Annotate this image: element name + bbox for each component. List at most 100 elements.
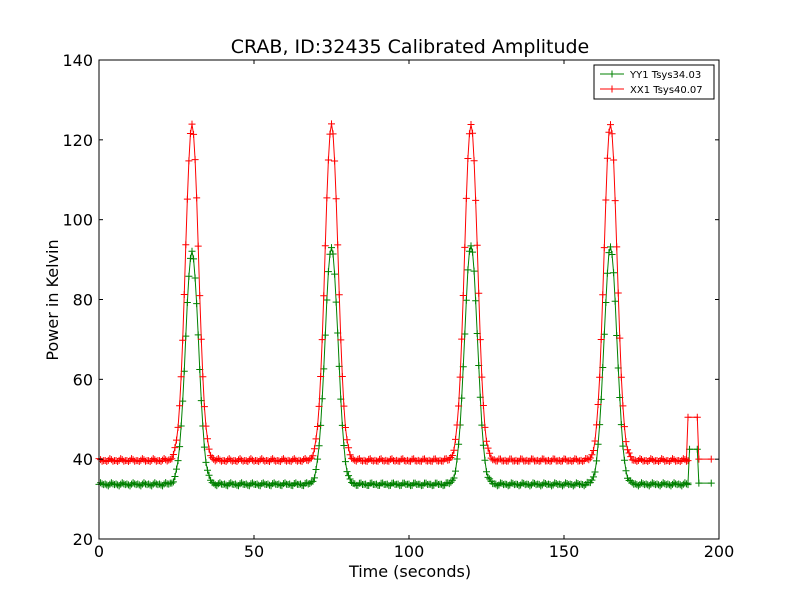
series-marker xyxy=(676,481,684,489)
series-marker xyxy=(200,403,208,411)
series-marker xyxy=(266,457,273,465)
series-marker xyxy=(368,479,376,487)
series-marker xyxy=(221,457,229,465)
series-marker xyxy=(695,479,703,487)
series-marker xyxy=(318,336,326,344)
series-marker xyxy=(619,402,627,410)
series-marker xyxy=(473,329,481,337)
series-marker xyxy=(286,457,294,465)
series-marker xyxy=(541,479,549,487)
series-marker xyxy=(179,397,187,405)
series-marker xyxy=(346,475,354,483)
series-marker xyxy=(515,482,523,490)
series-marker xyxy=(638,455,645,463)
series-marker xyxy=(309,452,317,460)
series-marker xyxy=(464,155,472,162)
series-marker xyxy=(416,480,424,488)
series-marker xyxy=(531,479,539,487)
series-marker xyxy=(124,457,132,465)
series-marker xyxy=(436,456,444,464)
series-marker xyxy=(589,446,597,454)
series-marker xyxy=(481,456,489,464)
series-marker xyxy=(503,480,511,488)
x-tick-label: 0 xyxy=(94,542,104,561)
series-marker xyxy=(157,457,165,465)
series-marker xyxy=(490,456,498,464)
series-marker xyxy=(205,471,213,479)
series-marker xyxy=(334,329,342,337)
legend-box xyxy=(593,64,715,100)
series-marker xyxy=(452,435,459,443)
series-marker xyxy=(695,455,703,463)
series-marker xyxy=(486,449,494,457)
series-marker xyxy=(613,243,621,251)
series-marker xyxy=(397,455,405,463)
series-marker xyxy=(303,456,311,464)
series-marker xyxy=(605,128,613,136)
series-marker xyxy=(199,373,207,381)
series-marker xyxy=(484,444,492,452)
series-marker xyxy=(512,456,520,464)
series-marker xyxy=(329,250,337,258)
series-marker xyxy=(608,130,616,138)
series-marker xyxy=(622,438,630,446)
series-marker xyxy=(524,480,532,488)
series-marker xyxy=(569,482,577,490)
series-marker xyxy=(470,267,478,275)
series-marker xyxy=(444,479,452,487)
series-marker xyxy=(459,292,467,300)
series-marker xyxy=(357,479,365,487)
series-marker xyxy=(328,244,335,252)
series-marker xyxy=(165,456,173,464)
series-marker xyxy=(611,297,619,305)
series-marker xyxy=(537,482,545,490)
series-marker xyxy=(230,481,238,489)
series-marker xyxy=(182,241,190,249)
series-marker xyxy=(572,455,580,463)
series-marker xyxy=(351,456,359,464)
series-marker xyxy=(574,480,582,488)
series-marker xyxy=(707,455,715,463)
series-marker xyxy=(648,456,656,464)
series-marker xyxy=(338,372,346,380)
series-marker xyxy=(469,129,477,137)
series-marker xyxy=(552,479,560,487)
series-marker xyxy=(473,241,481,249)
series-marker xyxy=(450,474,458,482)
series-marker xyxy=(332,195,340,203)
series-marker xyxy=(589,473,597,481)
series-marker xyxy=(259,479,267,487)
series-marker xyxy=(188,120,196,128)
series-marker xyxy=(104,456,112,464)
series-marker xyxy=(634,482,642,490)
series-marker xyxy=(600,330,608,338)
series-marker xyxy=(298,457,306,465)
series-marker xyxy=(483,437,490,445)
series-marker xyxy=(676,457,684,465)
series-marker xyxy=(371,456,379,464)
series-marker xyxy=(186,129,194,137)
series-marker xyxy=(405,480,413,488)
series-marker xyxy=(455,440,463,448)
series-marker xyxy=(276,457,284,465)
series-marker xyxy=(467,121,475,129)
series-marker xyxy=(540,479,548,487)
series-marker xyxy=(523,456,531,464)
series-marker xyxy=(509,479,517,487)
series-marker xyxy=(611,197,619,205)
series-marker xyxy=(456,373,464,381)
series-marker xyxy=(193,300,201,308)
series-marker xyxy=(659,456,667,464)
series-marker xyxy=(365,455,373,463)
series-marker xyxy=(297,480,304,488)
series-marker xyxy=(596,373,604,381)
series-marker xyxy=(504,482,512,490)
series-marker xyxy=(465,247,473,255)
series-marker xyxy=(173,436,180,444)
series-marker xyxy=(341,458,349,466)
series-marker xyxy=(180,367,188,375)
series-marker xyxy=(107,456,115,464)
series-marker xyxy=(180,290,188,298)
series-marker xyxy=(625,449,633,457)
